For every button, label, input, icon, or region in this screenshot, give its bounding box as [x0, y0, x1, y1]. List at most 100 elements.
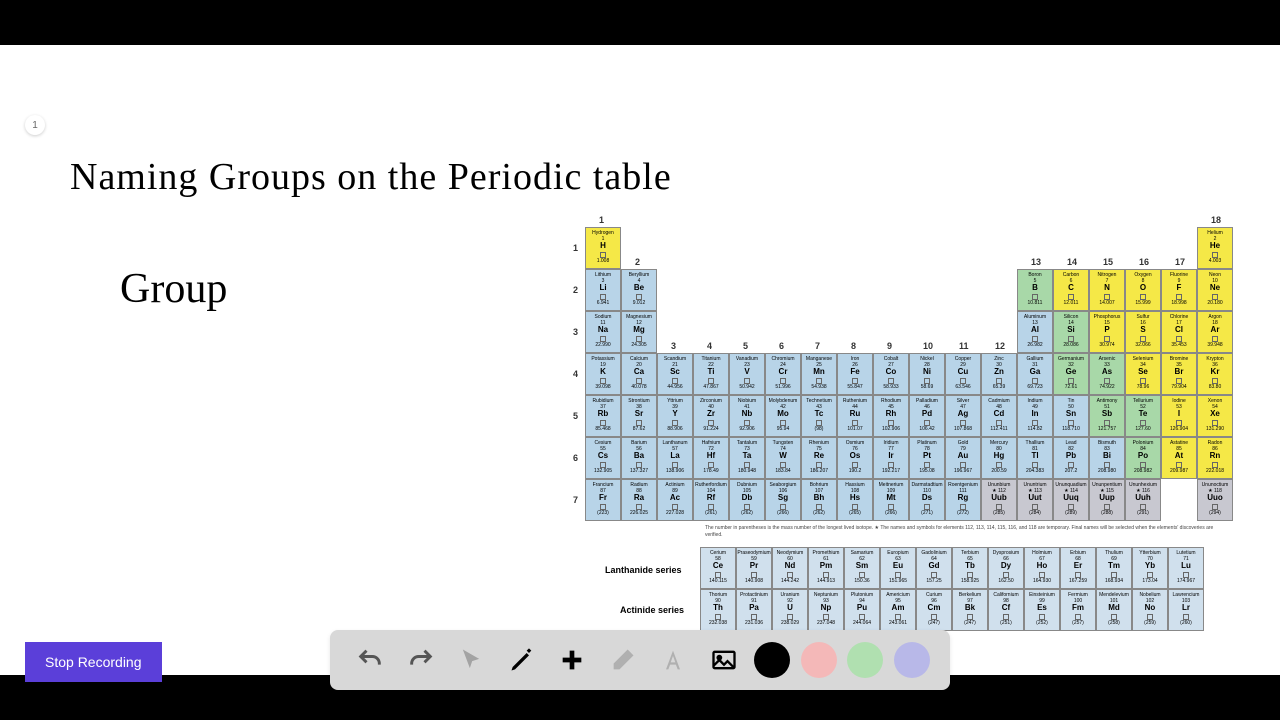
element-Re: Rhenium75Re186.207: [801, 437, 837, 479]
color-pink[interactable]: [801, 642, 837, 678]
period-label-6: 6: [573, 453, 578, 463]
element-Y: Yttrium39Y88.906: [657, 395, 693, 437]
color-black[interactable]: [754, 642, 790, 678]
element-As: Arsenic33As74.922: [1089, 353, 1125, 395]
period-label-5: 5: [573, 411, 578, 421]
element-Rb: Rubidium37Rb85.468: [585, 395, 621, 437]
element-Nb: Niobium41Nb92.906: [729, 395, 765, 437]
element-Kr: Krypton36Kr83.80: [1197, 353, 1233, 395]
group-label-8: 8: [851, 341, 856, 351]
color-purple[interactable]: [894, 642, 930, 678]
element-Ru: Ruthenium44Ru101.07: [837, 395, 873, 437]
element-Sg: Seaborgium106Sg(266): [765, 479, 801, 521]
pointer-tool[interactable]: [451, 640, 491, 680]
element-Se: Selenium34Se78.96: [1125, 353, 1161, 395]
page-number-badge: 1: [25, 115, 45, 135]
periodic-table-image: Hydrogen1H1.008 Helium2He4.003 Lithium3Li6…: [585, 215, 1255, 635]
element-Ra: Radium88Ra226.025: [621, 479, 657, 521]
element-Ni: Nickel28Ni58.69: [909, 353, 945, 395]
element-Md: Mendelevium101Md(258): [1096, 589, 1132, 631]
image-tool[interactable]: [704, 640, 744, 680]
add-tool[interactable]: [552, 640, 592, 680]
element-H: Hydrogen1H1.008: [585, 227, 621, 269]
element-I: Iodine53I126.904: [1161, 395, 1197, 437]
text-tool[interactable]: [653, 640, 693, 680]
element-Ge: Germanium32Ge72.61: [1053, 353, 1089, 395]
element-Pr: Praseodymium59Pr140.908: [736, 547, 772, 589]
element-Uup: Ununpentium★ 115Uup(288): [1089, 479, 1125, 521]
element-Cu: Copper29Cu63.546: [945, 353, 981, 395]
element-Na: Sodium11Na22.990: [585, 311, 621, 353]
element-Pa: Protactinium91Pa231.036: [736, 589, 772, 631]
element-Pt: Platinum78Pt195.08: [909, 437, 945, 479]
element-Pd: Palladium46Pd106.42: [909, 395, 945, 437]
element-Sc: Scandium21Sc44.956: [657, 353, 693, 395]
element-Li: Lithium3Li6.941: [585, 269, 621, 311]
element-Th: Thorium90Th232.038: [700, 589, 736, 631]
element-No: Nobelium102No(259): [1132, 589, 1168, 631]
handwritten-title: Naming Groups on the Periodic table: [70, 155, 672, 199]
element-U: Uranium92U238.029: [772, 589, 808, 631]
element-La: Lanthanum57La138.906: [657, 437, 693, 479]
element-Hg: Mercury80Hg200.59: [981, 437, 1017, 479]
element-Al: Aluminum13Al26.982: [1017, 311, 1053, 353]
element-Mn: Manganese25Mn54.938: [801, 353, 837, 395]
element-Sr: Strontium38Sr87.62: [621, 395, 657, 437]
element-Fm: Fermium100Fm(257): [1060, 589, 1096, 631]
color-green[interactable]: [847, 642, 883, 678]
element-Tm: Thulium69Tm168.934: [1096, 547, 1132, 589]
undo-button[interactable]: [350, 640, 390, 680]
element-Ne: Neon10Ne20.180: [1197, 269, 1233, 311]
element-Sb: Antimony51Sb121.757: [1089, 395, 1125, 437]
element-Rn: Radon86Rn222.018: [1197, 437, 1233, 479]
element-Uuq: Ununquadium★ 114Uuq(289): [1053, 479, 1089, 521]
element-Xe: Xenon54Xe131.290: [1197, 395, 1233, 437]
group-label-1: 1: [599, 215, 604, 225]
element-Cd: Cadmium48Cd112.411: [981, 395, 1017, 437]
element-Uuo: Ununoctium★ 118Uuo(294): [1197, 479, 1233, 521]
element-Ir: Iridium77Ir192.217: [873, 437, 909, 479]
element-C: Carbon6C12.011: [1053, 269, 1089, 311]
periodic-footnote: The number in parentheses is the mass nu…: [705, 525, 1225, 538]
group-label-2: 2: [635, 257, 640, 267]
element-Mt: Meitnerium109Mt(266): [873, 479, 909, 521]
drawing-toolbar: [330, 630, 950, 690]
element-Tb: Terbium65Tb158.925: [952, 547, 988, 589]
element-Te: Tellurium52Te127.60: [1125, 395, 1161, 437]
element-B: Boron5B10.811: [1017, 269, 1053, 311]
element-Ar: Argon18Ar39.948: [1197, 311, 1233, 353]
redo-button[interactable]: [401, 640, 441, 680]
element-Si: Silicon14Si28.086: [1053, 311, 1089, 353]
element-Ag: Silver47Ag107.868: [945, 395, 981, 437]
element-Ba: Barium56Ba137.327: [621, 437, 657, 479]
element-P: Phosphorus15P30.974: [1089, 311, 1125, 353]
element-Cs: Cesium55Cs132.905: [585, 437, 621, 479]
element-Er: Erbium68Er167.259: [1060, 547, 1096, 589]
pen-tool[interactable]: [502, 640, 542, 680]
element-Sm: Samarium62Sm150.36: [844, 547, 880, 589]
element-Cf: Californium98Cf(251): [988, 589, 1024, 631]
stop-recording-button[interactable]: Stop Recording: [25, 642, 162, 682]
element-Mo: Molybdenum42Mo95.94: [765, 395, 801, 437]
element-Ca: Calcium20Ca40.078: [621, 353, 657, 395]
group-label-11: 11: [959, 341, 969, 351]
whiteboard-canvas[interactable]: 1 Naming Groups on the Periodic table Gr…: [0, 45, 1280, 675]
element-Rh: Rhodium45Rh102.906: [873, 395, 909, 437]
lanthanide-label: Lanthanide series: [605, 565, 682, 575]
element-Po: Polonium84Po208.982: [1125, 437, 1161, 479]
element-Uut: Ununtrium★ 113Uut(284): [1017, 479, 1053, 521]
element-Dy: Dysprosium66Dy162.50: [988, 547, 1024, 589]
element-Lr: Lawrencium103Lr(260): [1168, 589, 1204, 631]
eraser-tool[interactable]: [603, 640, 643, 680]
element-Zr: Zirconium40Zr91.224: [693, 395, 729, 437]
element-Bk: Berkelium97Bk(247): [952, 589, 988, 631]
element-V: Vanadium23V50.942: [729, 353, 765, 395]
element-Be: Beryllium4Be9.012: [621, 269, 657, 311]
element-Mg: Magnesium12Mg24.305: [621, 311, 657, 353]
element-Pu: Plutonium94Pu244.064: [844, 589, 880, 631]
period-label-7: 7: [573, 495, 578, 505]
element-K: Potassium19K39.098: [585, 353, 621, 395]
element-Au: Gold79Au196.967: [945, 437, 981, 479]
element-Ti: Titanium22Ti47.867: [693, 353, 729, 395]
element-He: Helium2He4.003: [1197, 227, 1233, 269]
